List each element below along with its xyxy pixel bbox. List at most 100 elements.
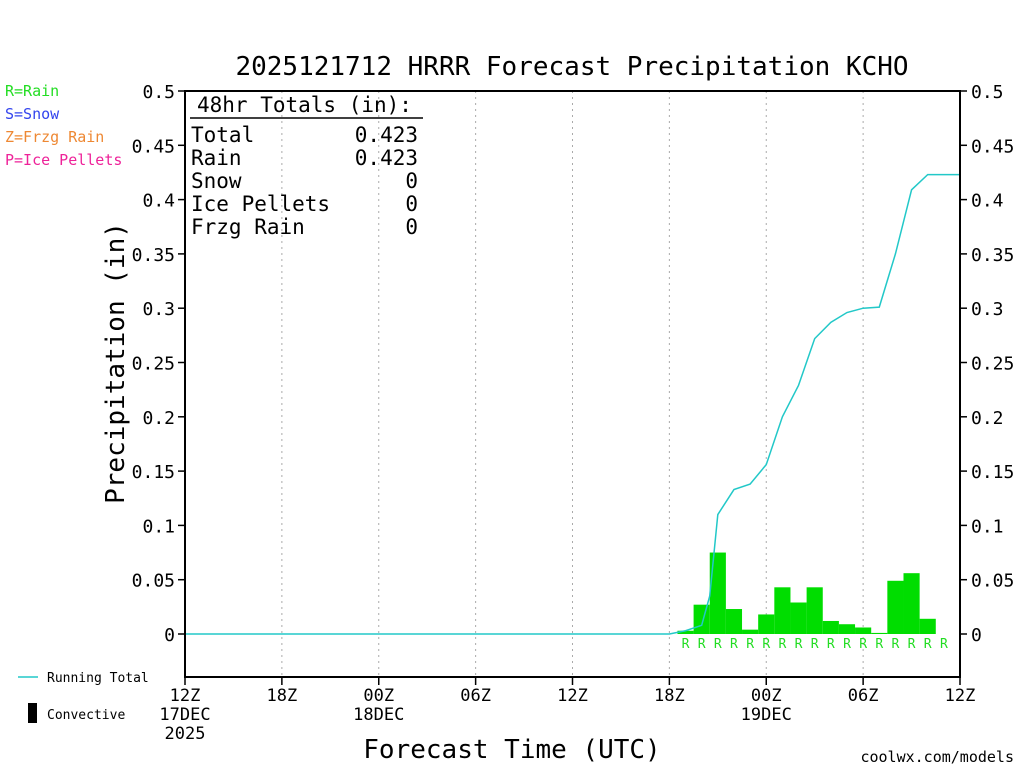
convective-legend-label: Convective xyxy=(47,708,125,723)
y-tick-label-right: 0.5 xyxy=(971,82,1004,103)
ptype-label: R xyxy=(811,637,819,652)
y-tick-label-right: 0.15 xyxy=(971,462,1014,483)
precip-bar xyxy=(790,602,807,634)
ptype-label: R xyxy=(698,637,706,652)
precip-bar xyxy=(855,627,872,634)
ptype-legend-item: P=Ice Pellets xyxy=(5,151,122,169)
precip-bar xyxy=(806,587,823,634)
y-tick-label-right: 0.4 xyxy=(971,191,1004,212)
ptype-label: R xyxy=(892,637,900,652)
ptype-label: R xyxy=(714,637,722,652)
totals-row-value: 0 xyxy=(405,215,418,239)
x-tick-label: 06Z xyxy=(460,686,491,706)
y-tick-label-right: 0.2 xyxy=(971,408,1004,429)
y-tick-label-left: 0.4 xyxy=(142,191,175,212)
precip-bar xyxy=(725,609,743,634)
gridlines xyxy=(281,91,864,677)
y-tick-label-right: 0.25 xyxy=(971,354,1014,375)
x-tick-label: 12Z xyxy=(170,686,201,706)
y-tick-label-left: 0.1 xyxy=(142,516,175,537)
y-tick-label-left: 0.05 xyxy=(132,571,175,592)
y-tick-label-right: 0.45 xyxy=(971,136,1014,157)
chart-title: 2025121712 HRRR Forecast Precipitation K… xyxy=(235,52,908,82)
x-tick-label: 18Z xyxy=(267,686,298,706)
running-total-line-group xyxy=(185,173,960,635)
ptype-label: R xyxy=(924,637,932,652)
totals-row-label: Total xyxy=(191,123,254,147)
x-tick-year: 2025 xyxy=(165,724,206,744)
totals-row-value: 0.423 xyxy=(355,123,418,147)
totals-row-value: 0 xyxy=(405,169,418,193)
ptype-label: R xyxy=(795,637,803,652)
precip-bar xyxy=(822,620,839,634)
y-tick-label-right: 0.1 xyxy=(971,516,1004,537)
x-tick-label: 00Z xyxy=(751,686,782,706)
totals-row-value: 0.423 xyxy=(355,146,418,170)
ptype-label: R xyxy=(746,637,754,652)
precip-bar xyxy=(838,624,856,634)
line-legend: Running Total xyxy=(18,671,149,686)
y-tick-label-right: 0.35 xyxy=(971,245,1014,266)
credit-text: coolwx.com/models xyxy=(860,748,1014,766)
y-tick-label-left: 0.25 xyxy=(132,354,175,375)
precip-bar xyxy=(919,618,936,634)
x-tick-label: 18Z xyxy=(654,686,685,706)
precip-bar xyxy=(887,580,904,634)
ptype-label: R xyxy=(940,637,948,652)
y-tick-label-right: 0.05 xyxy=(971,571,1014,592)
ptype-legend: R=Rain S=Snow Z=Frzg Rain P=Ice Pellets xyxy=(5,82,122,169)
ptype-label: R xyxy=(859,637,867,652)
convective-legend: Convective xyxy=(28,703,125,723)
precip-bar xyxy=(677,630,694,634)
totals-row-label: Ice Pellets xyxy=(191,192,330,216)
precip-bar xyxy=(709,552,726,634)
x-tick-date: 19DEC xyxy=(741,705,792,725)
running-total-line xyxy=(185,173,960,635)
ptype-label: R xyxy=(730,637,738,652)
totals-row-value: 0 xyxy=(405,192,418,216)
x-tick-label: 12Z xyxy=(557,686,588,706)
hourly-bars xyxy=(677,552,936,634)
precip-bar xyxy=(693,604,710,634)
y-tick-label-right: 0 xyxy=(971,625,982,646)
precip-bar xyxy=(871,632,888,634)
precip-bar xyxy=(774,587,791,634)
ptype-label: R xyxy=(762,637,770,652)
ptype-legend-item: Z=Frzg Rain xyxy=(5,128,104,146)
ptype-legend-item: S=Snow xyxy=(5,105,60,123)
ptype-label: R xyxy=(682,637,690,652)
x-tick-date: 18DEC xyxy=(353,705,404,725)
precip-bar xyxy=(742,629,759,634)
y-axis-label: Precipitation (in) xyxy=(101,222,131,504)
ptype-label: R xyxy=(908,637,916,652)
running-total-legend-label: Running Total xyxy=(47,671,149,686)
convective-legend-swatch xyxy=(28,703,37,723)
totals-row-label: Frzg Rain xyxy=(191,215,305,239)
totals-box: 48hr Totals (in): Total 0.423 Rain 0.423 Sno… xyxy=(190,93,423,239)
y-tick-label-left: 0.45 xyxy=(132,136,175,157)
y-tick-label-left: 0.35 xyxy=(132,245,175,266)
totals-row-label: Rain xyxy=(191,146,242,170)
precip-bar xyxy=(758,614,775,634)
y-tick-label-left: 0.3 xyxy=(142,299,175,320)
x-tick-label: 06Z xyxy=(848,686,879,706)
precip-bar xyxy=(903,573,920,634)
totals-row-label: Snow xyxy=(191,169,242,193)
x-tick-label: 12Z xyxy=(945,686,976,706)
y-tick-label-right: 0.3 xyxy=(971,299,1004,320)
totals-rows: Total 0.423 Rain 0.423 Snow 0 Ice Pellets 0 Frzg… xyxy=(191,123,418,239)
x-tick-date: 17DEC xyxy=(159,705,210,725)
axes: 0 00.05 0.050.1 0.10.15 0.150.2 0.20.25 0.250.… xyxy=(132,82,1015,744)
y-tick-label-left: 0.15 xyxy=(132,462,175,483)
x-axis-label: Forecast Time (UTC) xyxy=(363,735,660,765)
ptype-label: R xyxy=(778,637,786,652)
ptype-label: R xyxy=(843,637,851,652)
totals-header: 48hr Totals (in): xyxy=(197,93,412,117)
ptype-label: R xyxy=(875,637,883,652)
ptype-label: R xyxy=(827,637,835,652)
y-tick-label-left: 0.5 xyxy=(142,82,175,103)
x-tick-label: 00Z xyxy=(363,686,394,706)
ptype-legend-item: R=Rain xyxy=(5,82,59,100)
